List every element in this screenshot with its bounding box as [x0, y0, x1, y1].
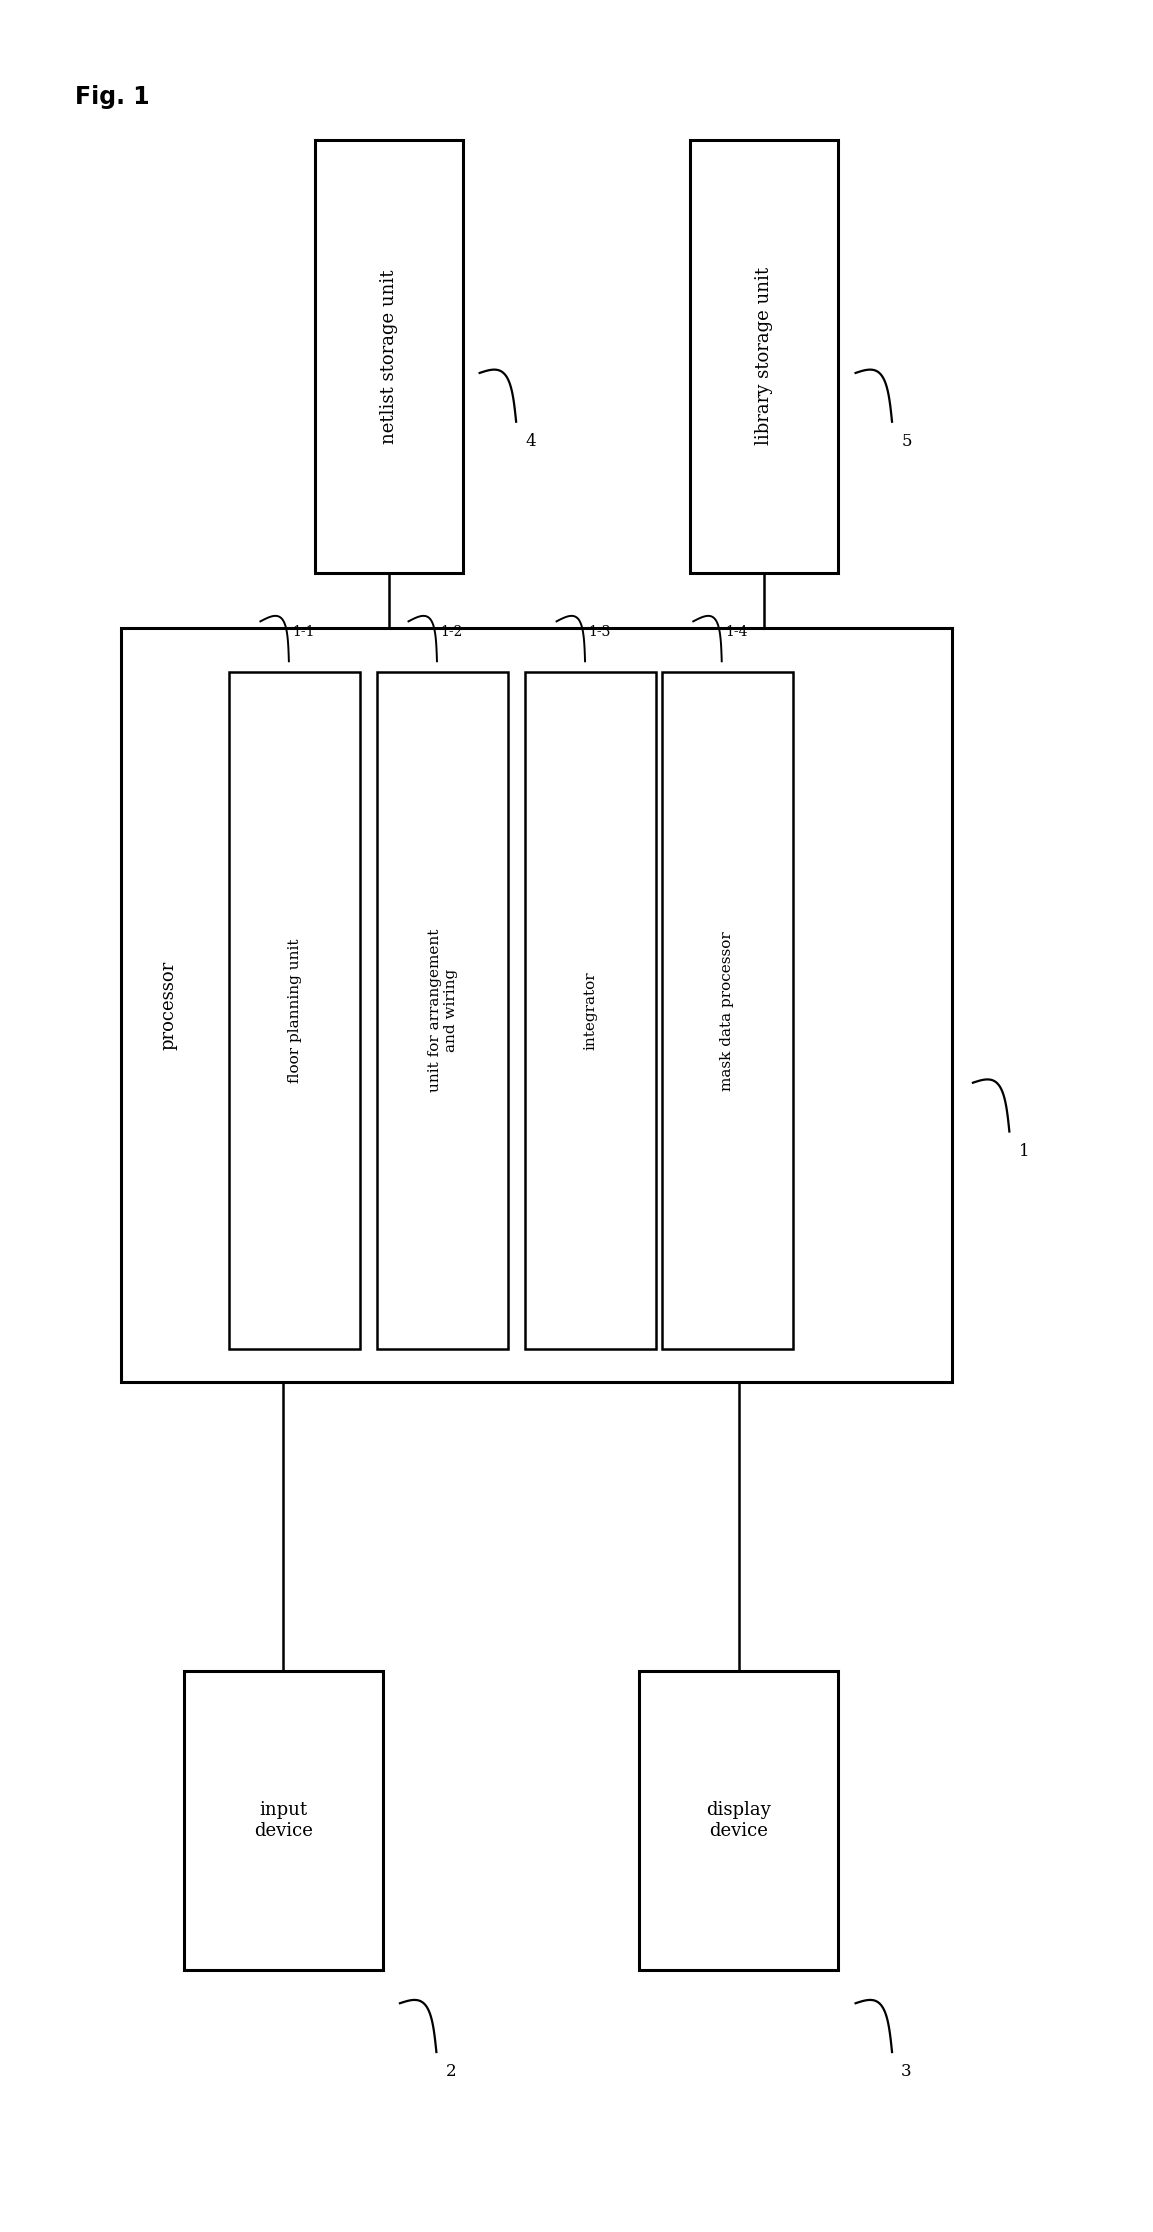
Text: Fig. 1: Fig. 1: [75, 85, 150, 109]
Text: 1: 1: [1018, 1143, 1030, 1161]
Text: 3: 3: [902, 2062, 912, 2080]
Text: 1-1: 1-1: [293, 625, 315, 638]
Text: floor planning unit: floor planning unit: [287, 937, 302, 1083]
Bar: [662, 672, 793, 1348]
Bar: [691, 141, 838, 574]
Text: 1-4: 1-4: [725, 625, 747, 638]
Text: mask data processor: mask data processor: [721, 931, 734, 1091]
Bar: [639, 1670, 838, 1971]
Text: library storage unit: library storage unit: [755, 268, 774, 446]
Text: 1-2: 1-2: [440, 625, 462, 638]
Bar: [229, 672, 360, 1348]
Bar: [377, 672, 508, 1348]
Text: input
device: input device: [254, 1801, 312, 1839]
Text: display
device: display device: [707, 1801, 771, 1839]
Text: 2: 2: [445, 2062, 457, 2080]
Text: netlist storage unit: netlist storage unit: [379, 270, 398, 444]
Bar: [526, 672, 656, 1348]
Text: processor: processor: [160, 960, 178, 1049]
Bar: [121, 627, 952, 1382]
Bar: [183, 1670, 383, 1971]
Text: unit for arrangement
and wiring: unit for arrangement and wiring: [428, 929, 458, 1091]
Text: integrator: integrator: [583, 971, 597, 1049]
Text: 1-3: 1-3: [588, 625, 611, 638]
Bar: [315, 141, 462, 574]
Text: 5: 5: [902, 433, 912, 451]
Text: 4: 4: [526, 433, 536, 451]
